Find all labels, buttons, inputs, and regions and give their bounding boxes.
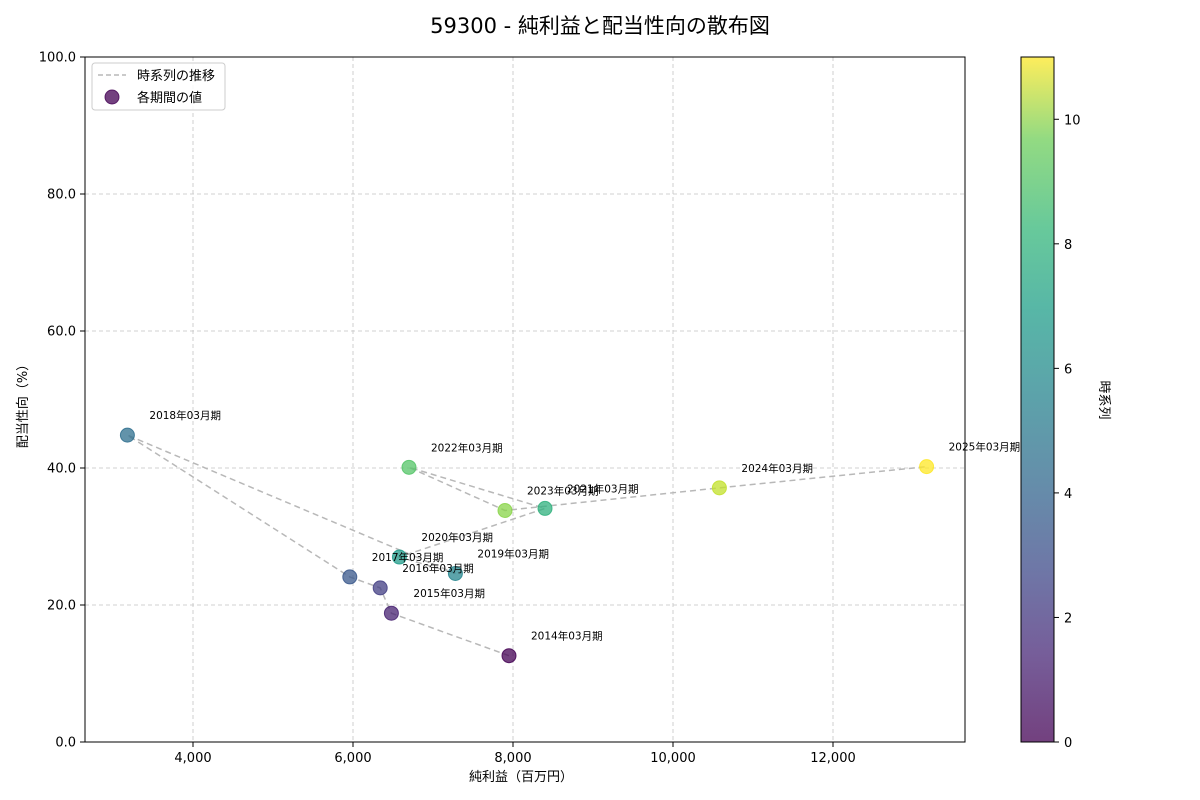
data-point [383, 605, 399, 621]
chart-title: 59300 - 純利益と配当性向の散布図 [430, 14, 770, 38]
point-label: 2025年03月期 [949, 441, 1021, 454]
x-tick-label: 4,000 [174, 751, 211, 766]
x-tick-label: 10,000 [650, 751, 696, 766]
x-tick-label: 6,000 [334, 751, 371, 766]
colorbar: 0 2 4 6 8 10 時系列 [1020, 56, 1111, 751]
point-label: 2021年03月期 [567, 482, 639, 495]
y-axis-label: 配当性向（%） [15, 358, 31, 448]
y-tick-label: 0.0 [55, 736, 76, 751]
y-tick-label: 80.0 [47, 188, 76, 203]
legend-entry-points: 各期間の値 [137, 90, 202, 106]
y-axis-ticks: 0.0 20.0 40.0 60.0 80.0 100.0 [39, 51, 85, 751]
point-label: 2020年03月期 [421, 531, 493, 544]
point-label: 2023年03月期 [527, 484, 599, 497]
x-axis-ticks: 4,000 6,000 8,000 10,000 12,000 [174, 742, 856, 766]
data-point [919, 459, 935, 475]
colorbar-frame [1020, 56, 1055, 743]
data-point [119, 427, 135, 443]
data-point [711, 480, 727, 496]
data-point [342, 569, 358, 585]
x-tick-label: 8,000 [494, 751, 531, 766]
legend: 時系列の推移 各期間の値 [91, 62, 226, 111]
point-label: 2016年03月期 [402, 562, 474, 575]
colorbar-tick-label: 4 [1064, 487, 1072, 502]
colorbar-tick-label: 8 [1064, 238, 1072, 253]
point-label: 2014年03月期 [531, 630, 603, 643]
grid [85, 56, 965, 743]
point-label: 2015年03月期 [413, 587, 485, 600]
x-axis-label: 純利益（百万円） [469, 770, 573, 785]
data-point [372, 580, 388, 596]
colorbar-tick-label: 10 [1064, 113, 1081, 128]
data-point [447, 565, 463, 581]
colorbar-gradient [1021, 57, 1054, 742]
plot-area-frame [84, 56, 966, 743]
legend-entry-trend: 時系列の推移 [137, 69, 215, 84]
colorbar-tick-label: 6 [1064, 362, 1072, 377]
data-points [119, 427, 935, 664]
y-tick-label: 20.0 [47, 599, 76, 614]
colorbar-tick-label: 2 [1064, 611, 1072, 626]
data-point [391, 549, 407, 565]
point-label: 2017年03月期 [372, 551, 444, 564]
y-tick-label: 40.0 [47, 462, 76, 477]
point-label: 2024年03月期 [741, 462, 813, 475]
point-label: 2019年03月期 [477, 547, 549, 560]
data-point [497, 502, 513, 518]
data-point [537, 500, 553, 516]
x-tick-label: 12,000 [810, 751, 856, 766]
point-label: 2022年03月期 [431, 441, 503, 454]
colorbar-ticks: 0 2 4 6 8 10 [1054, 113, 1081, 751]
colorbar-tick-label: 0 [1064, 736, 1072, 751]
y-tick-label: 100.0 [39, 51, 76, 66]
legend-marker-swatch [104, 89, 120, 105]
y-tick-label: 60.0 [47, 325, 76, 340]
colorbar-label: 時系列 [1096, 380, 1111, 419]
point-label: 2018年03月期 [149, 409, 221, 422]
data-point [501, 648, 517, 664]
data-point [401, 459, 417, 475]
